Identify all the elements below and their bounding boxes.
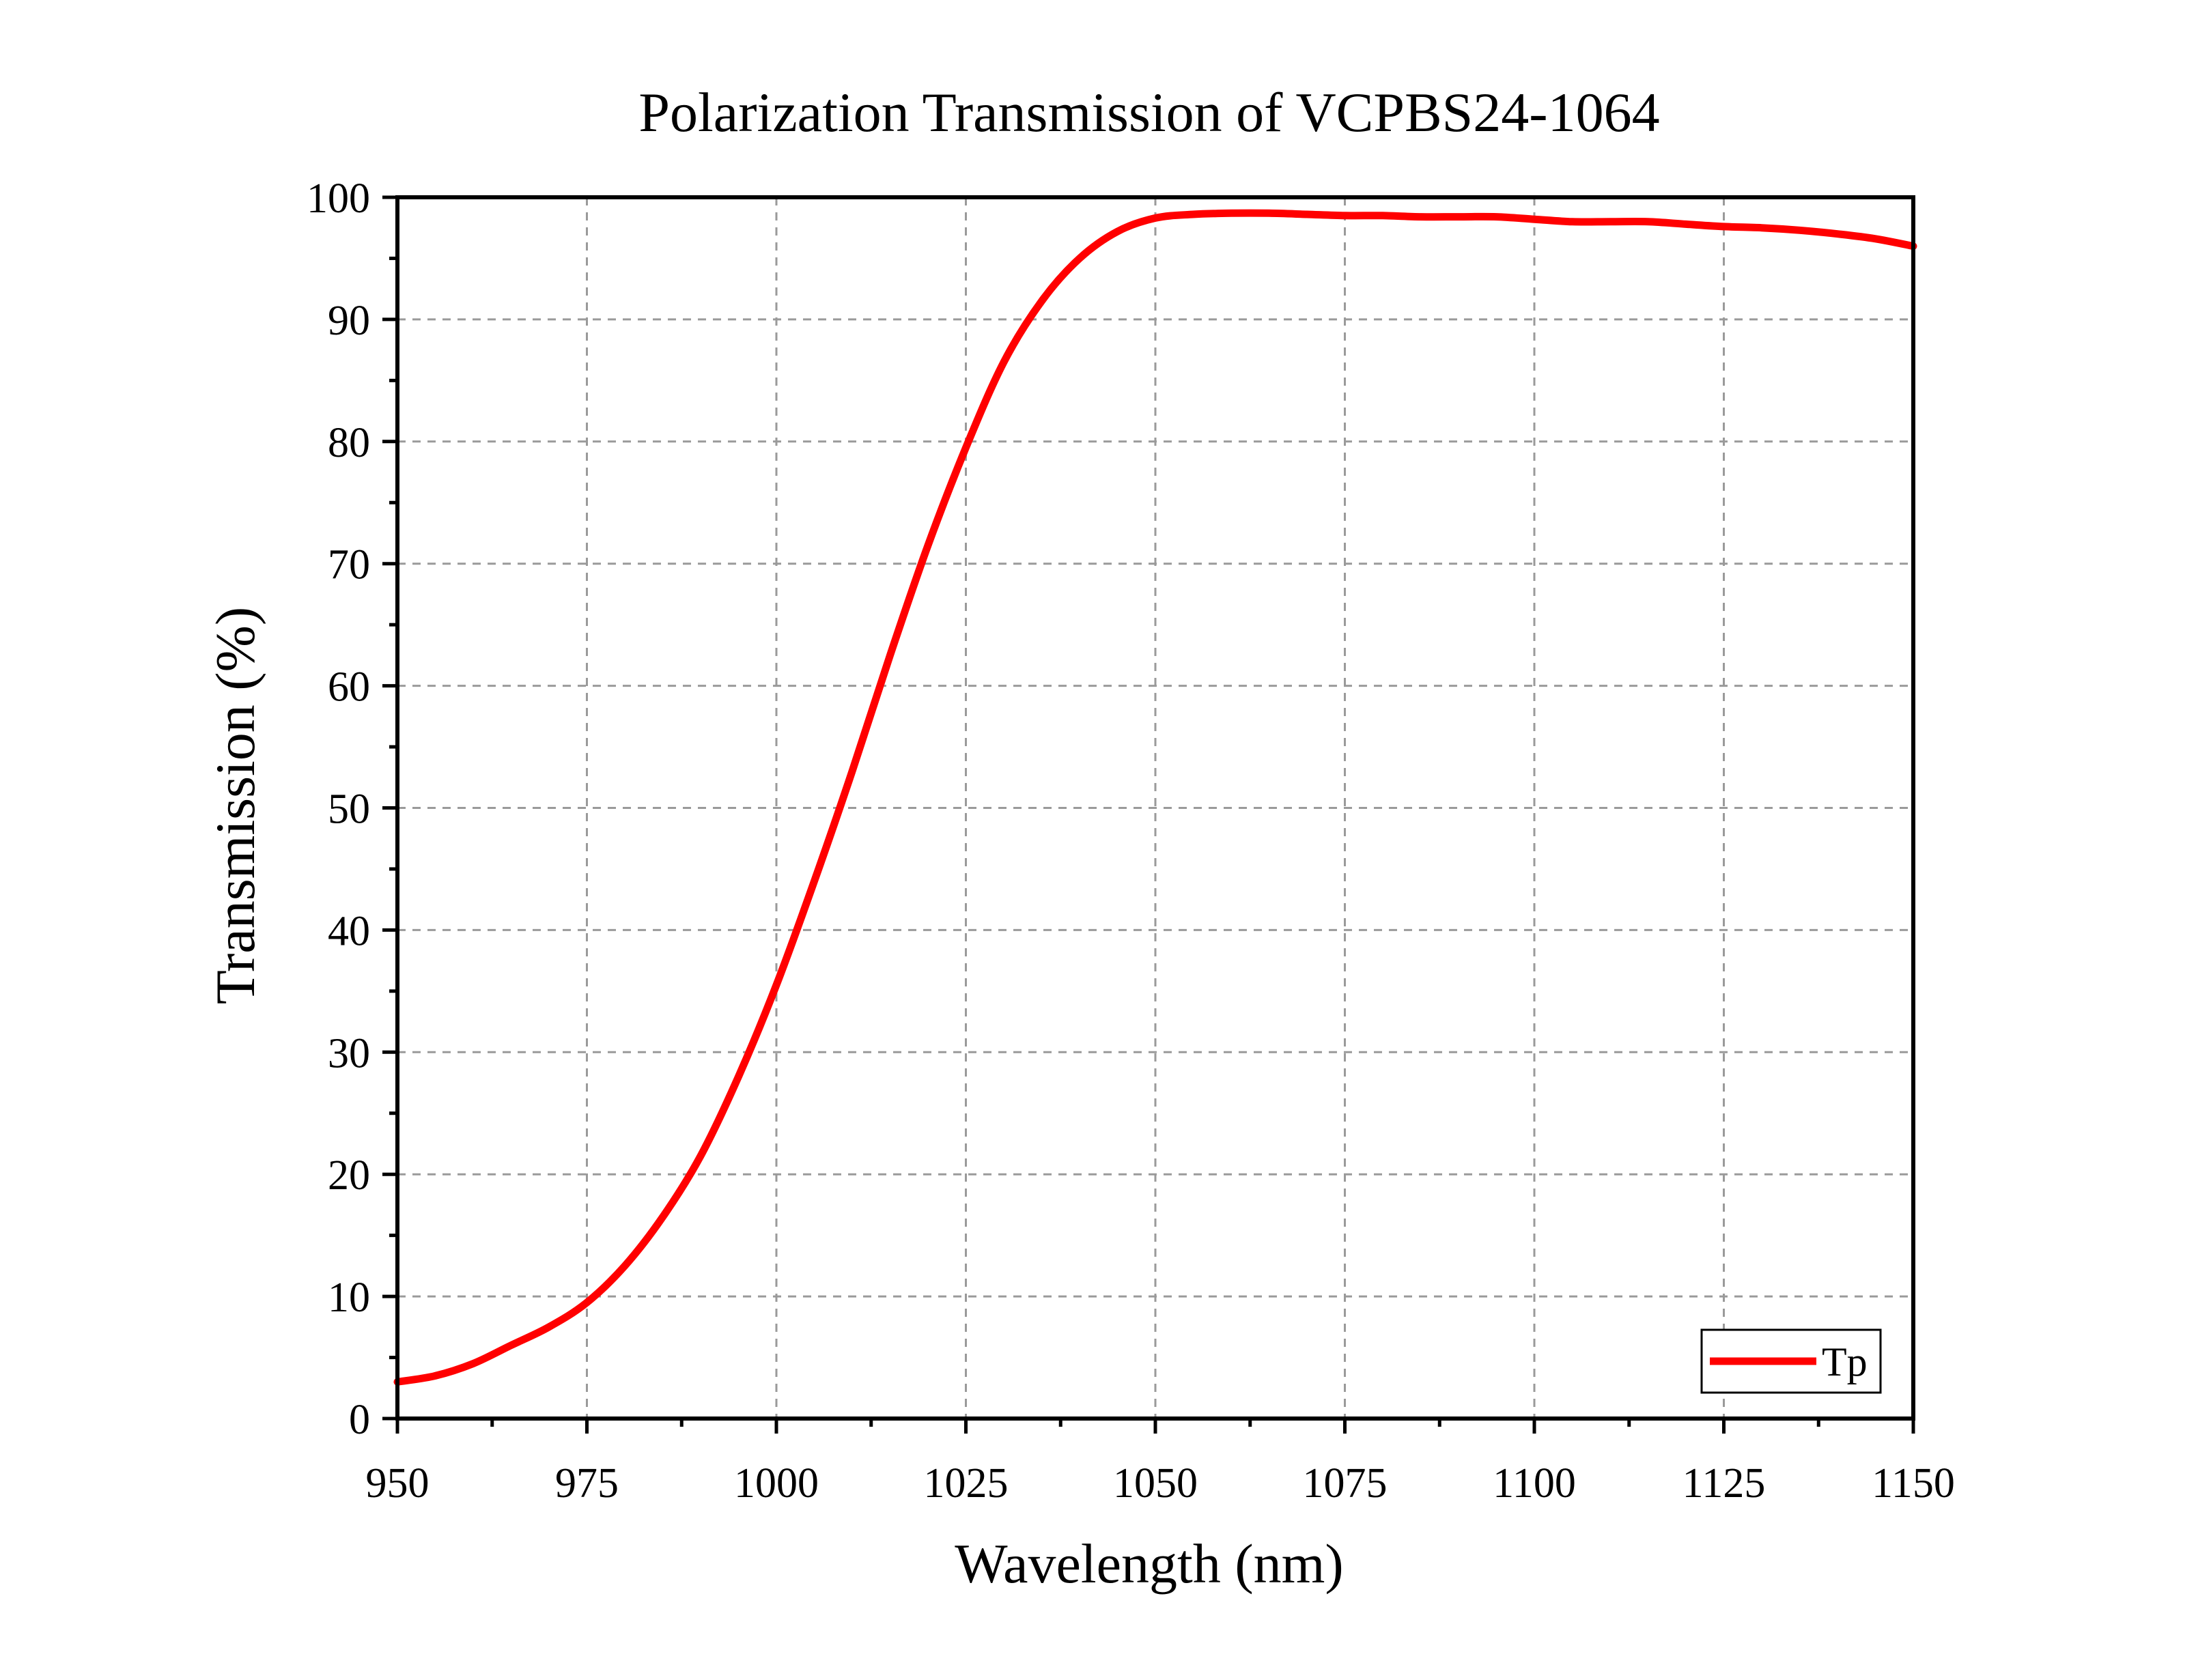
x-tick-label: 1100 [1493,1460,1576,1507]
y-tick-label: 40 [328,908,370,954]
tick-labels: 950 975 1000 1025 1050 1075 1100 1125 1150 0 10 20 3… [307,175,1955,1507]
x-tick-label: 1075 [1303,1460,1388,1507]
x-tick-label: 950 [366,1460,430,1507]
y-tick-label: 50 [328,786,370,833]
x-tick-label: 1000 [734,1460,819,1507]
series-layer [393,209,1917,1386]
x-tick-label: 1150 [1872,1460,1955,1507]
grid [397,197,1913,1419]
chart-title: Polarization Transmission of VCPBS24-106… [638,81,1659,143]
y-tick-label: 0 [349,1397,370,1443]
y-axis-label: Transmission (%) [204,607,266,1004]
x-tick-label: 1125 [1683,1460,1766,1507]
y-tick-label: 60 [328,664,370,711]
y-tick-label: 80 [328,420,370,466]
legend-label: Tp [1822,1339,1868,1384]
y-tick-label: 10 [328,1275,370,1321]
series-line-tp [393,209,1917,1386]
legend: Tp [1700,1328,1882,1394]
y-tick-label: 70 [328,542,370,588]
y-tick-label: 90 [328,298,370,344]
y-tick-label: 30 [328,1030,370,1077]
x-tick-label: 975 [555,1460,619,1507]
ticks [382,195,1915,1434]
y-tick-label: 100 [307,175,370,222]
x-tick-label: 1050 [1113,1460,1198,1507]
x-axis-label: Wavelength (nm) [955,1533,1343,1595]
x-tick-label: 1025 [924,1460,1009,1507]
y-tick-label: 20 [328,1152,370,1199]
